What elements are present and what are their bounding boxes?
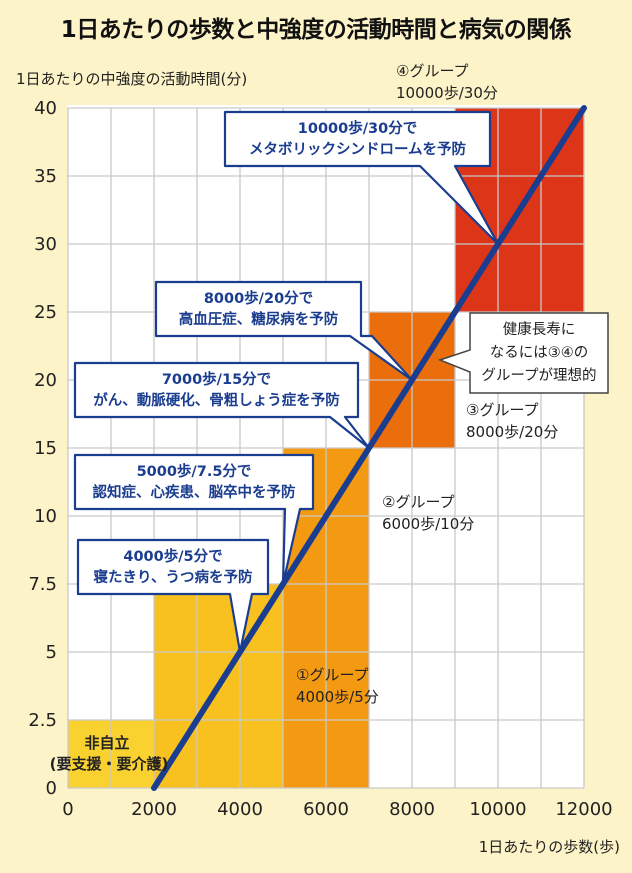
group-sublabel-2: 6000歩/10分 xyxy=(382,515,474,533)
callout-body-2: 高血圧症、糖尿病を予防 xyxy=(179,310,339,328)
group-label-2: ②グループ xyxy=(382,493,455,511)
callout-title-2: 8000歩/20分で xyxy=(204,289,313,307)
y-tick-label: 25 xyxy=(34,302,57,323)
zone-sublabel-non-independent: (要支援・要介護) xyxy=(50,755,169,773)
callout-title-5: 4000歩/5分で xyxy=(123,547,222,565)
y-tick-label: 20 xyxy=(34,370,57,391)
y-tick-label: 5 xyxy=(46,642,57,663)
x-tick-label: 0 xyxy=(62,799,73,820)
group-sublabel-4: 10000歩/30分 xyxy=(396,84,498,102)
note-line-1: 健康長寿に xyxy=(503,321,576,338)
x-axis-label: 1日あたりの歩数(歩) xyxy=(479,838,620,856)
callout-body-4: 認知症、心疾患、脳卒中を予防 xyxy=(93,483,296,501)
y-tick-label: 30 xyxy=(34,234,57,255)
labels: 1日あたりの中強度の活動時間(分) 1日あたりの歩数(歩) 非自立 (要支援・要介護)… xyxy=(16,62,620,856)
callout-box-4 xyxy=(73,453,315,586)
y-axis-label: 1日あたりの中強度の活動時間(分) xyxy=(16,70,247,88)
group-sublabel-3: 8000歩/20分 xyxy=(466,423,558,441)
group-label-1: ①グループ xyxy=(296,666,369,684)
x-tick-label: 10000 xyxy=(469,799,526,820)
callout-title-4: 5000歩/7.5分で xyxy=(137,462,252,480)
x-tick-label: 12000 xyxy=(555,799,612,820)
callout-body-5: 寝たきり、うつ病を予防 xyxy=(94,568,253,586)
y-tick-label: 2.5 xyxy=(28,710,57,731)
y-tick-label: 0 xyxy=(46,778,57,799)
x-tick-label: 2000 xyxy=(131,799,177,820)
y-tick-label: 15 xyxy=(34,438,57,459)
x-tick-label: 8000 xyxy=(389,799,435,820)
ticks: 0 2000 4000 6000 8000 10000 12000 0 2.5 5 7.5 10 15 2… xyxy=(28,98,612,820)
note-line-2: なるには③④の xyxy=(490,344,589,361)
note-box xyxy=(437,312,609,394)
callout-box-1 xyxy=(223,110,500,246)
x-tick-label: 6000 xyxy=(303,799,349,820)
note-line-3: グループが理想的 xyxy=(481,367,596,384)
x-tick-label: 4000 xyxy=(217,799,263,820)
callout-body-1: メタボリックシンドロームを予防 xyxy=(249,140,467,158)
y-tick-label: 35 xyxy=(34,166,57,187)
group-label-3: ③グループ xyxy=(466,401,539,419)
callout-title-1: 10000歩/30分で xyxy=(298,119,417,137)
zone-label-non-independent: 非自立 xyxy=(84,734,129,752)
callout-title-3: 7000歩/15分で xyxy=(162,370,271,388)
group-label-4: ④グループ xyxy=(396,62,469,80)
y-tick-label: 10 xyxy=(34,506,57,527)
group-sublabel-1: 4000歩/5分 xyxy=(296,688,379,706)
callout-body-3: がん、動脈硬化、骨粗しょう症を予防 xyxy=(93,391,340,409)
callout-box-2 xyxy=(154,280,414,382)
page-title: 1日あたりの歩数と中強度の活動時間と病気の関係 xyxy=(60,17,572,43)
callout-box-5 xyxy=(76,538,270,654)
callout-box-3 xyxy=(73,361,371,450)
y-tick-label: 40 xyxy=(34,98,57,119)
y-tick-label: 7.5 xyxy=(28,574,57,595)
